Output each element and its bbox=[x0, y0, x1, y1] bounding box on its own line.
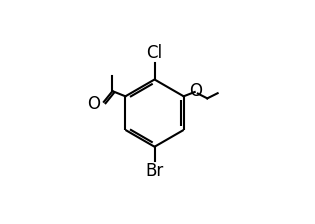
Text: O: O bbox=[190, 82, 203, 101]
Text: Cl: Cl bbox=[146, 44, 163, 62]
Text: O: O bbox=[87, 95, 100, 112]
Text: Br: Br bbox=[146, 162, 164, 180]
